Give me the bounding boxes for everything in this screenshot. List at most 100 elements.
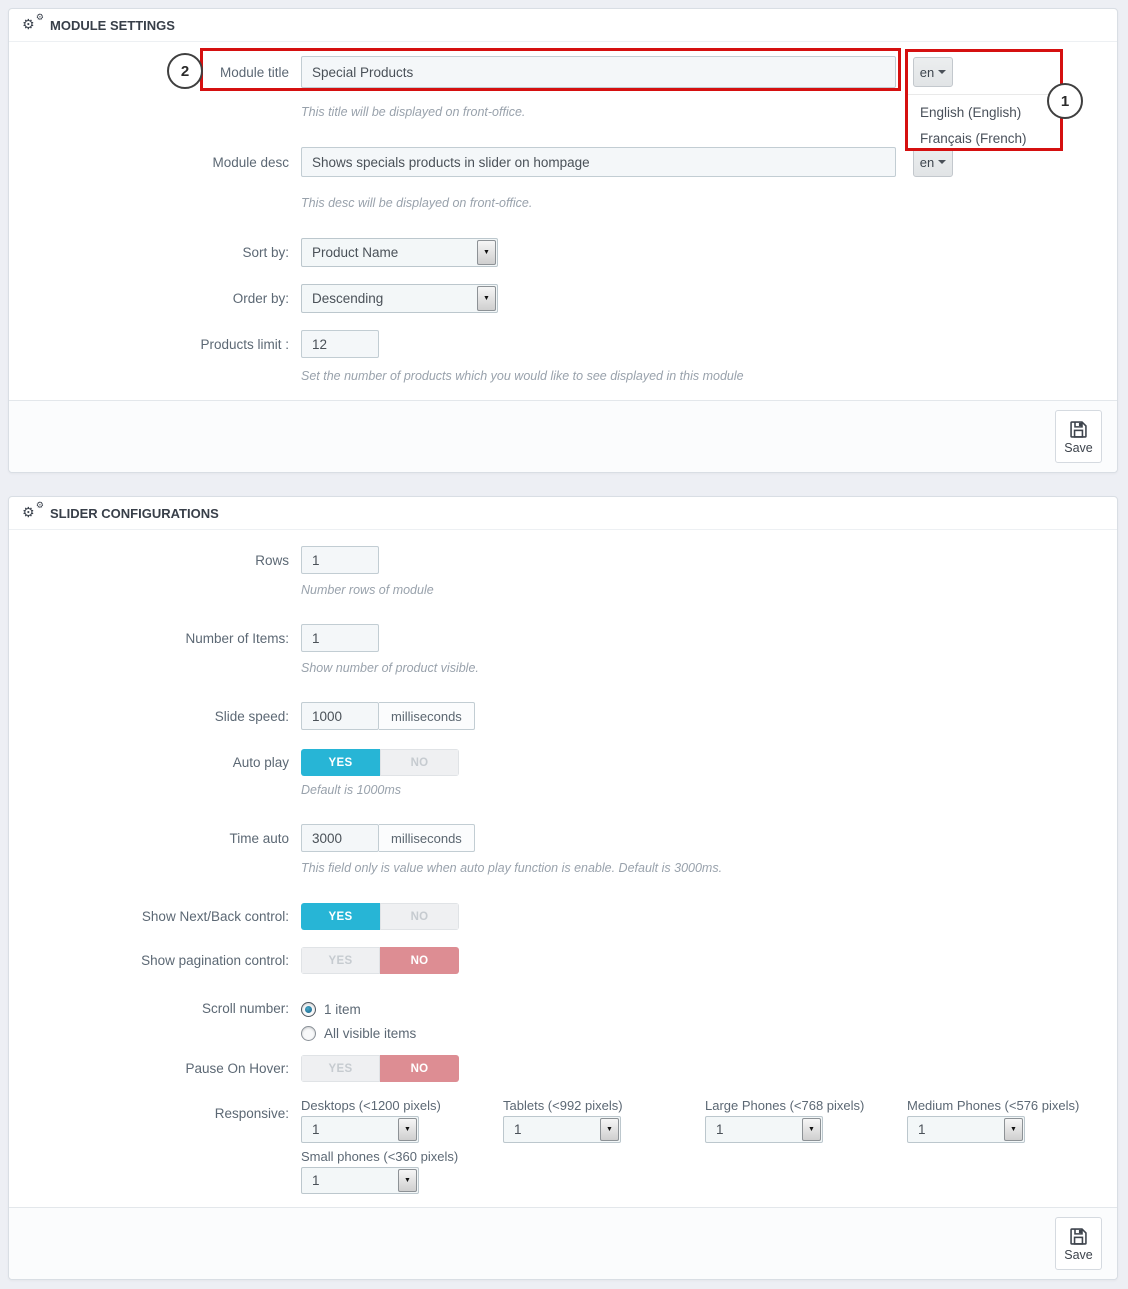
save-button-module-settings[interactable]: Save [1055,410,1102,463]
language-dropdown-menu: English (English) Français (French) [908,94,1060,148]
number-of-items-label: Number of Items: [185,630,289,646]
language-option-french[interactable]: Français (French) [920,130,1027,146]
save-floppy-icon [1070,420,1087,438]
save-button-slider-configurations[interactable]: Save [1055,1217,1102,1270]
time-auto-input[interactable] [301,824,379,852]
radio-unselected-icon[interactable] [301,1025,316,1041]
dropdown-arrow-icon: ▼ [802,1118,821,1141]
rows-input[interactable] [301,546,379,574]
annotation-badge-1: 1 [1047,83,1083,119]
number-of-items-input[interactable] [301,624,379,652]
slider-configurations-panel: ⚙⚙ SLIDER CONFIGURATIONS Rows Number row… [8,496,1118,1280]
module-desc-row: Module desc en [9,147,1117,177]
products-limit-row: Products limit : [9,330,1117,358]
time-auto-unit: milliseconds [379,824,475,852]
show-next-back-no[interactable]: NO [380,903,459,930]
auto-play-yes[interactable]: YES [301,749,380,776]
panel-title: MODULE SETTINGS [50,17,175,33]
responsive-row: Responsive: Desktops (<1200 pixels) 1 ▼ … [9,1098,1117,1194]
responsive-medium-phones-label: Medium Phones (<576 pixels) [907,1098,1080,1113]
show-pagination-label: Show pagination control: [141,953,289,968]
responsive-large-phones-col: Large Phones (<768 pixels) 1 ▼ [705,1098,907,1194]
dropdown-arrow-icon: ▼ [1004,1118,1023,1141]
order-by-row: Order by: Descending ▼ [9,284,1117,313]
annotation-box-language-dropdown: English (English) Français (French) 1 [905,49,1083,151]
annotation-badge-2: 2 [167,53,203,89]
scroll-number-option-1-item[interactable]: 1 item [301,997,416,1021]
slide-speed-row: Slide speed: milliseconds [9,702,1117,730]
save-floppy-icon [1070,1227,1087,1245]
caret-down-icon [938,160,947,164]
show-next-back-label: Show Next/Back control: [141,909,289,924]
module-title-input[interactable] [301,56,896,88]
dropdown-arrow-icon: ▼ [398,1118,417,1141]
show-next-back-toggle: YES NO [301,903,459,930]
module-settings-footer: Save [9,400,1117,472]
panel-title: SLIDER CONFIGURATIONS [50,505,219,521]
show-pagination-row: Show pagination control: YES NO [9,947,1117,974]
cogs-icon: ⚙ ⚙ [22,13,44,33]
slide-speed-unit: milliseconds [379,702,475,730]
radio-selected-icon[interactable] [301,1001,316,1017]
cogs-icon: ⚙ ⚙ [22,501,44,521]
show-pagination-no[interactable]: NO [380,947,459,974]
auto-play-toggle: YES NO [301,749,459,776]
module-desc-help: This desc will be displayed on front-off… [301,196,533,210]
pause-on-hover-toggle: YES NO [301,1055,459,1082]
module-desc-language-button[interactable]: en [913,147,953,177]
show-pagination-yes[interactable]: YES [301,947,380,974]
auto-play-row: Auto play YES NO [9,749,1117,776]
module-title-help: This title will be displayed on front-of… [301,105,526,119]
slider-configurations-header: ⚙ ⚙ SLIDER CONFIGURATIONS [9,497,1117,530]
show-next-back-yes[interactable]: YES [301,903,380,930]
pause-on-hover-no[interactable]: NO [380,1055,459,1082]
dropdown-arrow-icon: ▼ [398,1169,417,1192]
module-title-language-button[interactable]: en [913,57,953,87]
auto-play-no[interactable]: NO [380,749,459,776]
responsive-tablets-select[interactable]: 1 ▼ [503,1116,621,1143]
pause-on-hover-label: Pause On Hover: [185,1061,289,1076]
responsive-large-phones-select[interactable]: 1 ▼ [705,1116,823,1143]
scroll-number-row: Scroll number: 1 item All visible items [9,997,1117,1045]
products-limit-input[interactable] [301,330,379,358]
module-desc-input[interactable] [301,147,896,177]
responsive-medium-phones-select[interactable]: 1 ▼ [907,1116,1025,1143]
scroll-number-option-all-visible[interactable]: All visible items [301,1021,416,1045]
show-next-back-row: Show Next/Back control: YES NO [9,903,1117,930]
rows-label: Rows [255,552,289,568]
module-desc-label: Module desc [212,154,289,170]
sort-by-select[interactable]: Product Name ▼ [301,238,498,267]
responsive-desktops-select[interactable]: 1 ▼ [301,1116,419,1143]
responsive-tablets-label: Tablets (<992 pixels) [503,1098,623,1113]
number-of-items-help: Show number of product visible. [301,661,479,675]
order-by-select[interactable]: Descending ▼ [301,284,498,313]
scroll-number-label: Scroll number: [201,1001,289,1016]
responsive-small-phones-label: Small phones (<360 pixels) [301,1149,459,1164]
module-title-label: Module title [219,64,289,80]
sort-by-label: Sort by: [242,245,289,260]
time-auto-help: This field only is value when auto play … [301,861,723,875]
module-settings-panel: ⚙⚙ MODULE SETTINGS Module title en 2 Eng… [8,8,1118,473]
responsive-label: Responsive: [214,1106,289,1121]
products-limit-help: Set the number of products which you wou… [301,369,744,383]
slide-speed-label: Slide speed: [214,708,289,724]
module-title-row: Module title en 2 English (English) Fran… [9,48,1117,151]
pause-on-hover-yes[interactable]: YES [301,1055,380,1082]
responsive-small-phones-select[interactable]: 1 ▼ [301,1167,419,1194]
products-limit-label: Products limit : [200,336,289,352]
rows-row: Rows [9,546,1117,574]
slide-speed-input[interactable] [301,702,379,730]
module-settings-header: ⚙ ⚙ MODULE SETTINGS [9,9,1117,42]
responsive-tablets-col: Tablets (<992 pixels) 1 ▼ [503,1098,705,1194]
time-auto-label: Time auto [229,830,289,846]
auto-play-label: Auto play [232,755,289,770]
sort-by-row: Sort by: Product Name ▼ [9,238,1117,267]
language-option-english[interactable]: English (English) [920,104,1022,120]
slider-configurations-footer: Save [9,1207,1117,1279]
order-by-label: Order by: [232,291,289,306]
caret-down-icon [938,70,947,74]
responsive-medium-phones-col: Medium Phones (<576 pixels) 1 ▼ [907,1098,1109,1194]
dropdown-arrow-icon: ▼ [477,240,496,265]
dropdown-arrow-icon: ▼ [477,286,496,311]
